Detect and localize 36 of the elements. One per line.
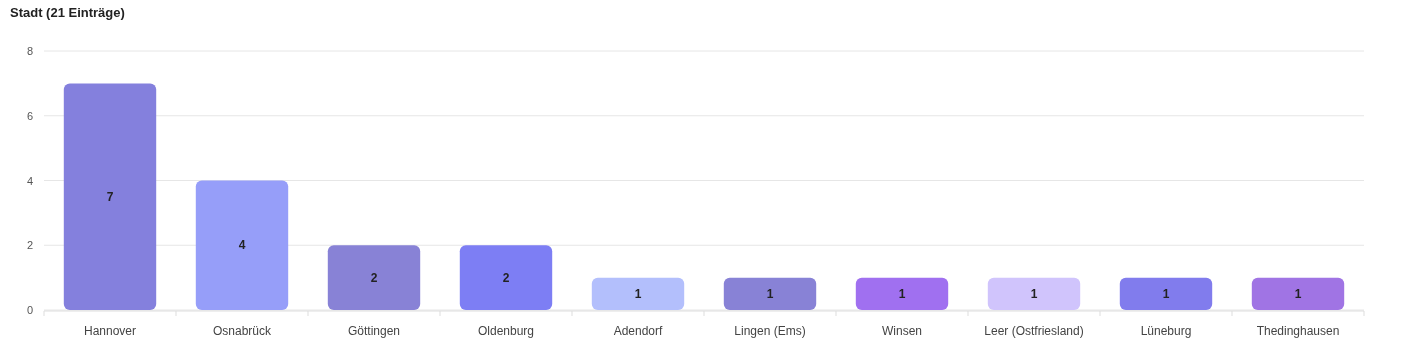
chart-title: Stadt (21 Einträge) bbox=[10, 5, 125, 20]
x-tick-label: Lüneburg bbox=[1140, 324, 1192, 338]
data-label: 2 bbox=[370, 270, 378, 285]
bar bbox=[987, 277, 1081, 310]
bar bbox=[855, 277, 949, 310]
x-tick-label: Thedinghausen bbox=[1256, 324, 1340, 338]
y-tick-label: 4 bbox=[26, 174, 33, 187]
bar bbox=[591, 277, 685, 310]
x-tick-label: Göttingen bbox=[347, 324, 401, 338]
x-tick-label: Oldenburg bbox=[477, 324, 535, 338]
x-tick-label: Adendorf bbox=[613, 324, 664, 338]
data-label: 7 bbox=[106, 189, 114, 204]
x-tick-label: Osnabrück bbox=[212, 324, 273, 338]
data-label: 1 bbox=[1162, 286, 1170, 301]
y-tick-label: 2 bbox=[26, 239, 33, 252]
bar bbox=[1251, 277, 1345, 310]
data-label: 1 bbox=[898, 286, 906, 301]
y-tick-label: 0 bbox=[26, 304, 33, 316]
data-label: 4 bbox=[238, 238, 246, 253]
x-tick-label: Lingen (Ems) bbox=[734, 324, 806, 338]
bar bbox=[459, 245, 553, 310]
bar bbox=[195, 180, 289, 310]
x-tick-label: Hannover bbox=[83, 324, 137, 338]
x-tick-label: Leer (Ostfriesland) bbox=[984, 324, 1084, 338]
data-label: 1 bbox=[1030, 286, 1038, 301]
bar bbox=[1119, 277, 1213, 310]
data-label: 1 bbox=[1294, 286, 1302, 301]
data-label: 2 bbox=[502, 270, 510, 285]
bar bbox=[327, 245, 421, 310]
y-tick-label: 6 bbox=[26, 109, 33, 122]
bar bbox=[723, 277, 817, 310]
data-label: 1 bbox=[634, 286, 642, 301]
y-tick-label: 8 bbox=[26, 45, 33, 57]
x-tick-label: Winsen bbox=[881, 324, 923, 338]
bar bbox=[63, 83, 157, 310]
data-label: 1 bbox=[766, 286, 774, 301]
